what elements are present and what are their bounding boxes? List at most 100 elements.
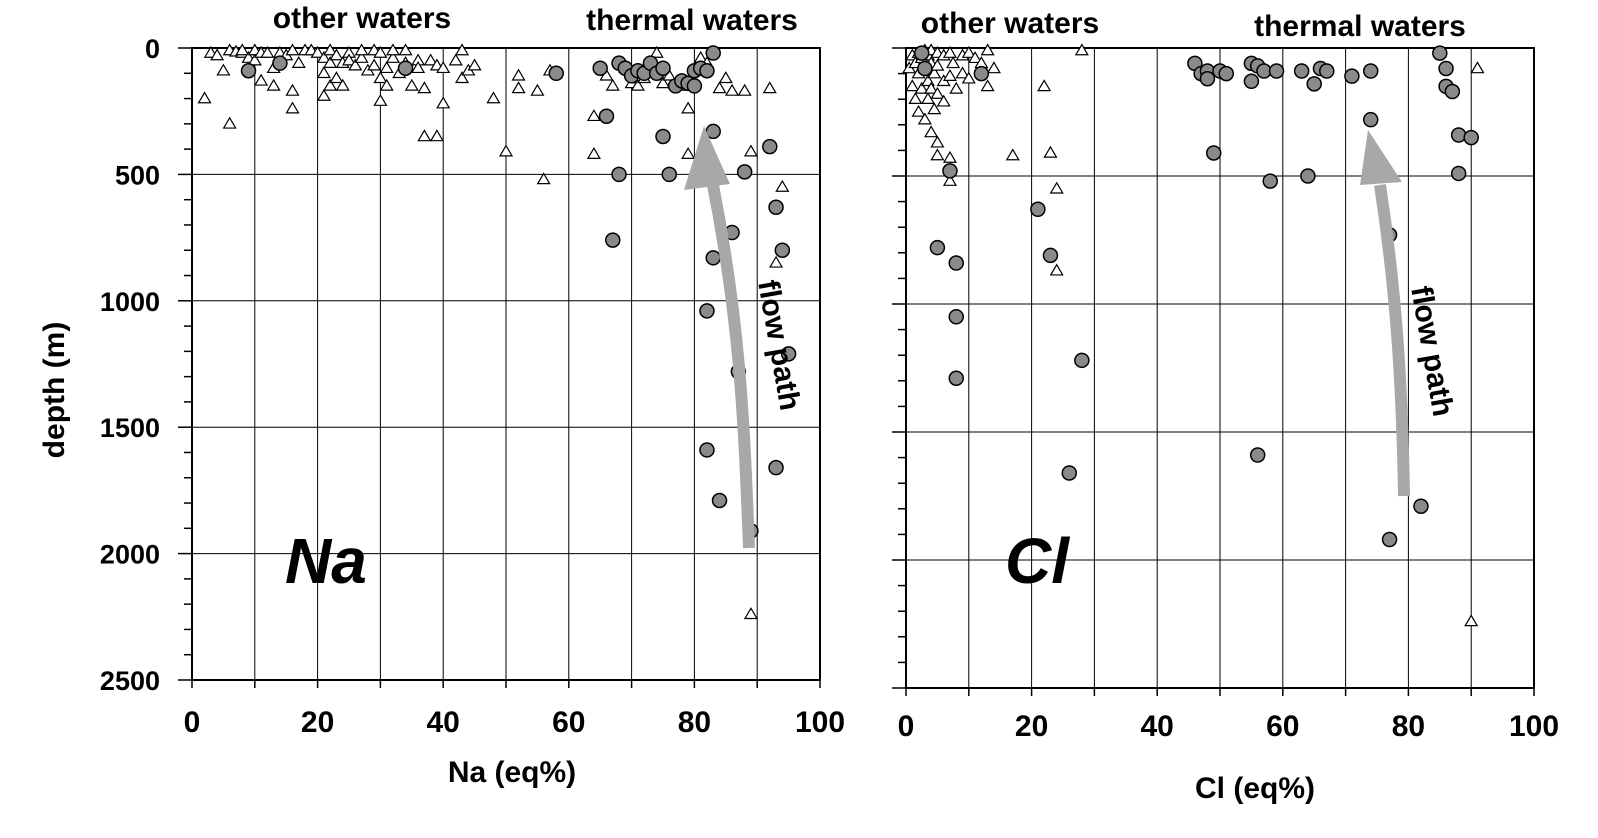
thermal-water-point [686,78,703,94]
other-water-point [924,125,939,138]
other-water-point [737,83,752,96]
thermal-water-point [1218,65,1235,82]
other-water-point [942,173,958,186]
cl-other-waters-label: other waters [921,7,1099,40]
x-tick-label: 80 [678,706,711,739]
other-water-point [649,45,664,58]
other-water-point [511,81,526,94]
other-water-point [316,88,331,101]
other-water-point [1037,79,1052,92]
other-water-point [373,71,388,84]
thermal-water-point [1362,63,1379,79]
other-water-point [454,43,470,56]
other-water-point [486,91,501,104]
thermal-water-point [661,166,678,183]
na-x-ticks: 0 20 40 60 80 100 [184,680,845,739]
thermal-water-point [1030,201,1046,218]
na-other-waters-label: other waters [273,2,451,35]
other-water-point [404,78,419,91]
thermal-water-point [1243,73,1260,90]
other-water-point [718,71,733,84]
other-water-point [285,43,300,56]
thermal-water-point [973,65,990,82]
thermal-water-point [768,459,784,476]
cl-y-ticks [892,47,906,689]
other-water-point [986,61,1001,74]
other-water-point [348,58,363,71]
other-water-point [930,135,945,148]
other-water-point [329,71,344,84]
other-water-point [310,45,325,58]
x-tick-label: 40 [1141,710,1174,743]
x-tick-label: 100 [1509,710,1559,743]
other-water-point [924,81,939,94]
other-water-point [335,78,350,91]
cl-panel: 0 20 40 60 80 100 other waters thermal waters… [892,7,1559,805]
other-water-point [1470,61,1485,74]
x-tick-label: 0 [184,706,201,739]
na-panel-label: Na [285,525,367,597]
thermal-water-point [699,442,715,458]
x-tick-label: 80 [1392,710,1425,743]
na-flow-path-label: flow path [751,277,806,412]
other-water-point [316,50,331,63]
other-water-point [930,148,945,161]
other-water-point [323,55,338,68]
other-water-point [385,50,401,63]
other-water-point [1005,148,1020,161]
other-water-point [536,172,551,185]
other-water-point [210,48,225,61]
other-water-point [917,112,932,125]
thermal-water-point [705,250,721,266]
thermal-water-point [605,232,621,248]
other-water-point [385,43,401,56]
thermal-water-point [948,255,964,271]
thermal-water-point [711,492,728,509]
y-tick-label: 1500 [100,413,160,443]
cl-panel-label: Cl [1005,525,1070,597]
y-axis-title: depth (m) [38,322,71,459]
other-water-point [980,43,995,56]
cl-x-axis-title: Cl (eq%) [1195,772,1315,805]
thermal-water-point [1293,63,1310,79]
other-water-point [743,144,758,157]
other-water-point [373,93,388,106]
thermal-water-point [699,63,715,79]
other-water-point [329,48,344,61]
y-tick-label: 1000 [100,287,160,317]
thermal-water-point [592,60,608,76]
y-tick-label: 2000 [100,540,160,570]
thermal-water-point [1205,145,1222,161]
other-water-point [423,53,438,66]
y-tick-label: 2500 [100,666,160,696]
other-water-point [905,79,920,92]
thermal-water-point [1344,68,1360,84]
other-water-point [354,43,369,56]
thermal-water-point [655,60,671,76]
other-water-point [216,63,231,76]
other-water-point [1043,145,1058,158]
other-water-point [235,43,250,56]
other-water-point [942,150,958,163]
other-water-point [323,43,338,56]
other-water-point [323,78,338,91]
thermal-water-point [762,138,778,155]
other-water-point [775,179,790,192]
thermal-water-point [1362,111,1379,128]
cl-flow-path-arrowhead [1360,130,1402,185]
thermal-water-point [768,199,784,216]
other-water-point [936,94,951,107]
thermal-water-point [1300,168,1316,184]
na-flow-path-arrowhead [684,126,730,190]
na-flow-path-arrow [706,178,755,549]
cl-flow-path-arrow [1374,184,1410,497]
x-tick-label: 60 [552,706,585,739]
thermal-water-point [699,303,715,319]
other-water-point [681,146,696,159]
other-water-point [908,92,923,105]
other-water-point [743,607,758,620]
thermal-water-point [1381,531,1398,548]
other-water-point [436,96,451,109]
x-tick-label: 20 [301,706,334,739]
other-water-point [914,81,929,94]
